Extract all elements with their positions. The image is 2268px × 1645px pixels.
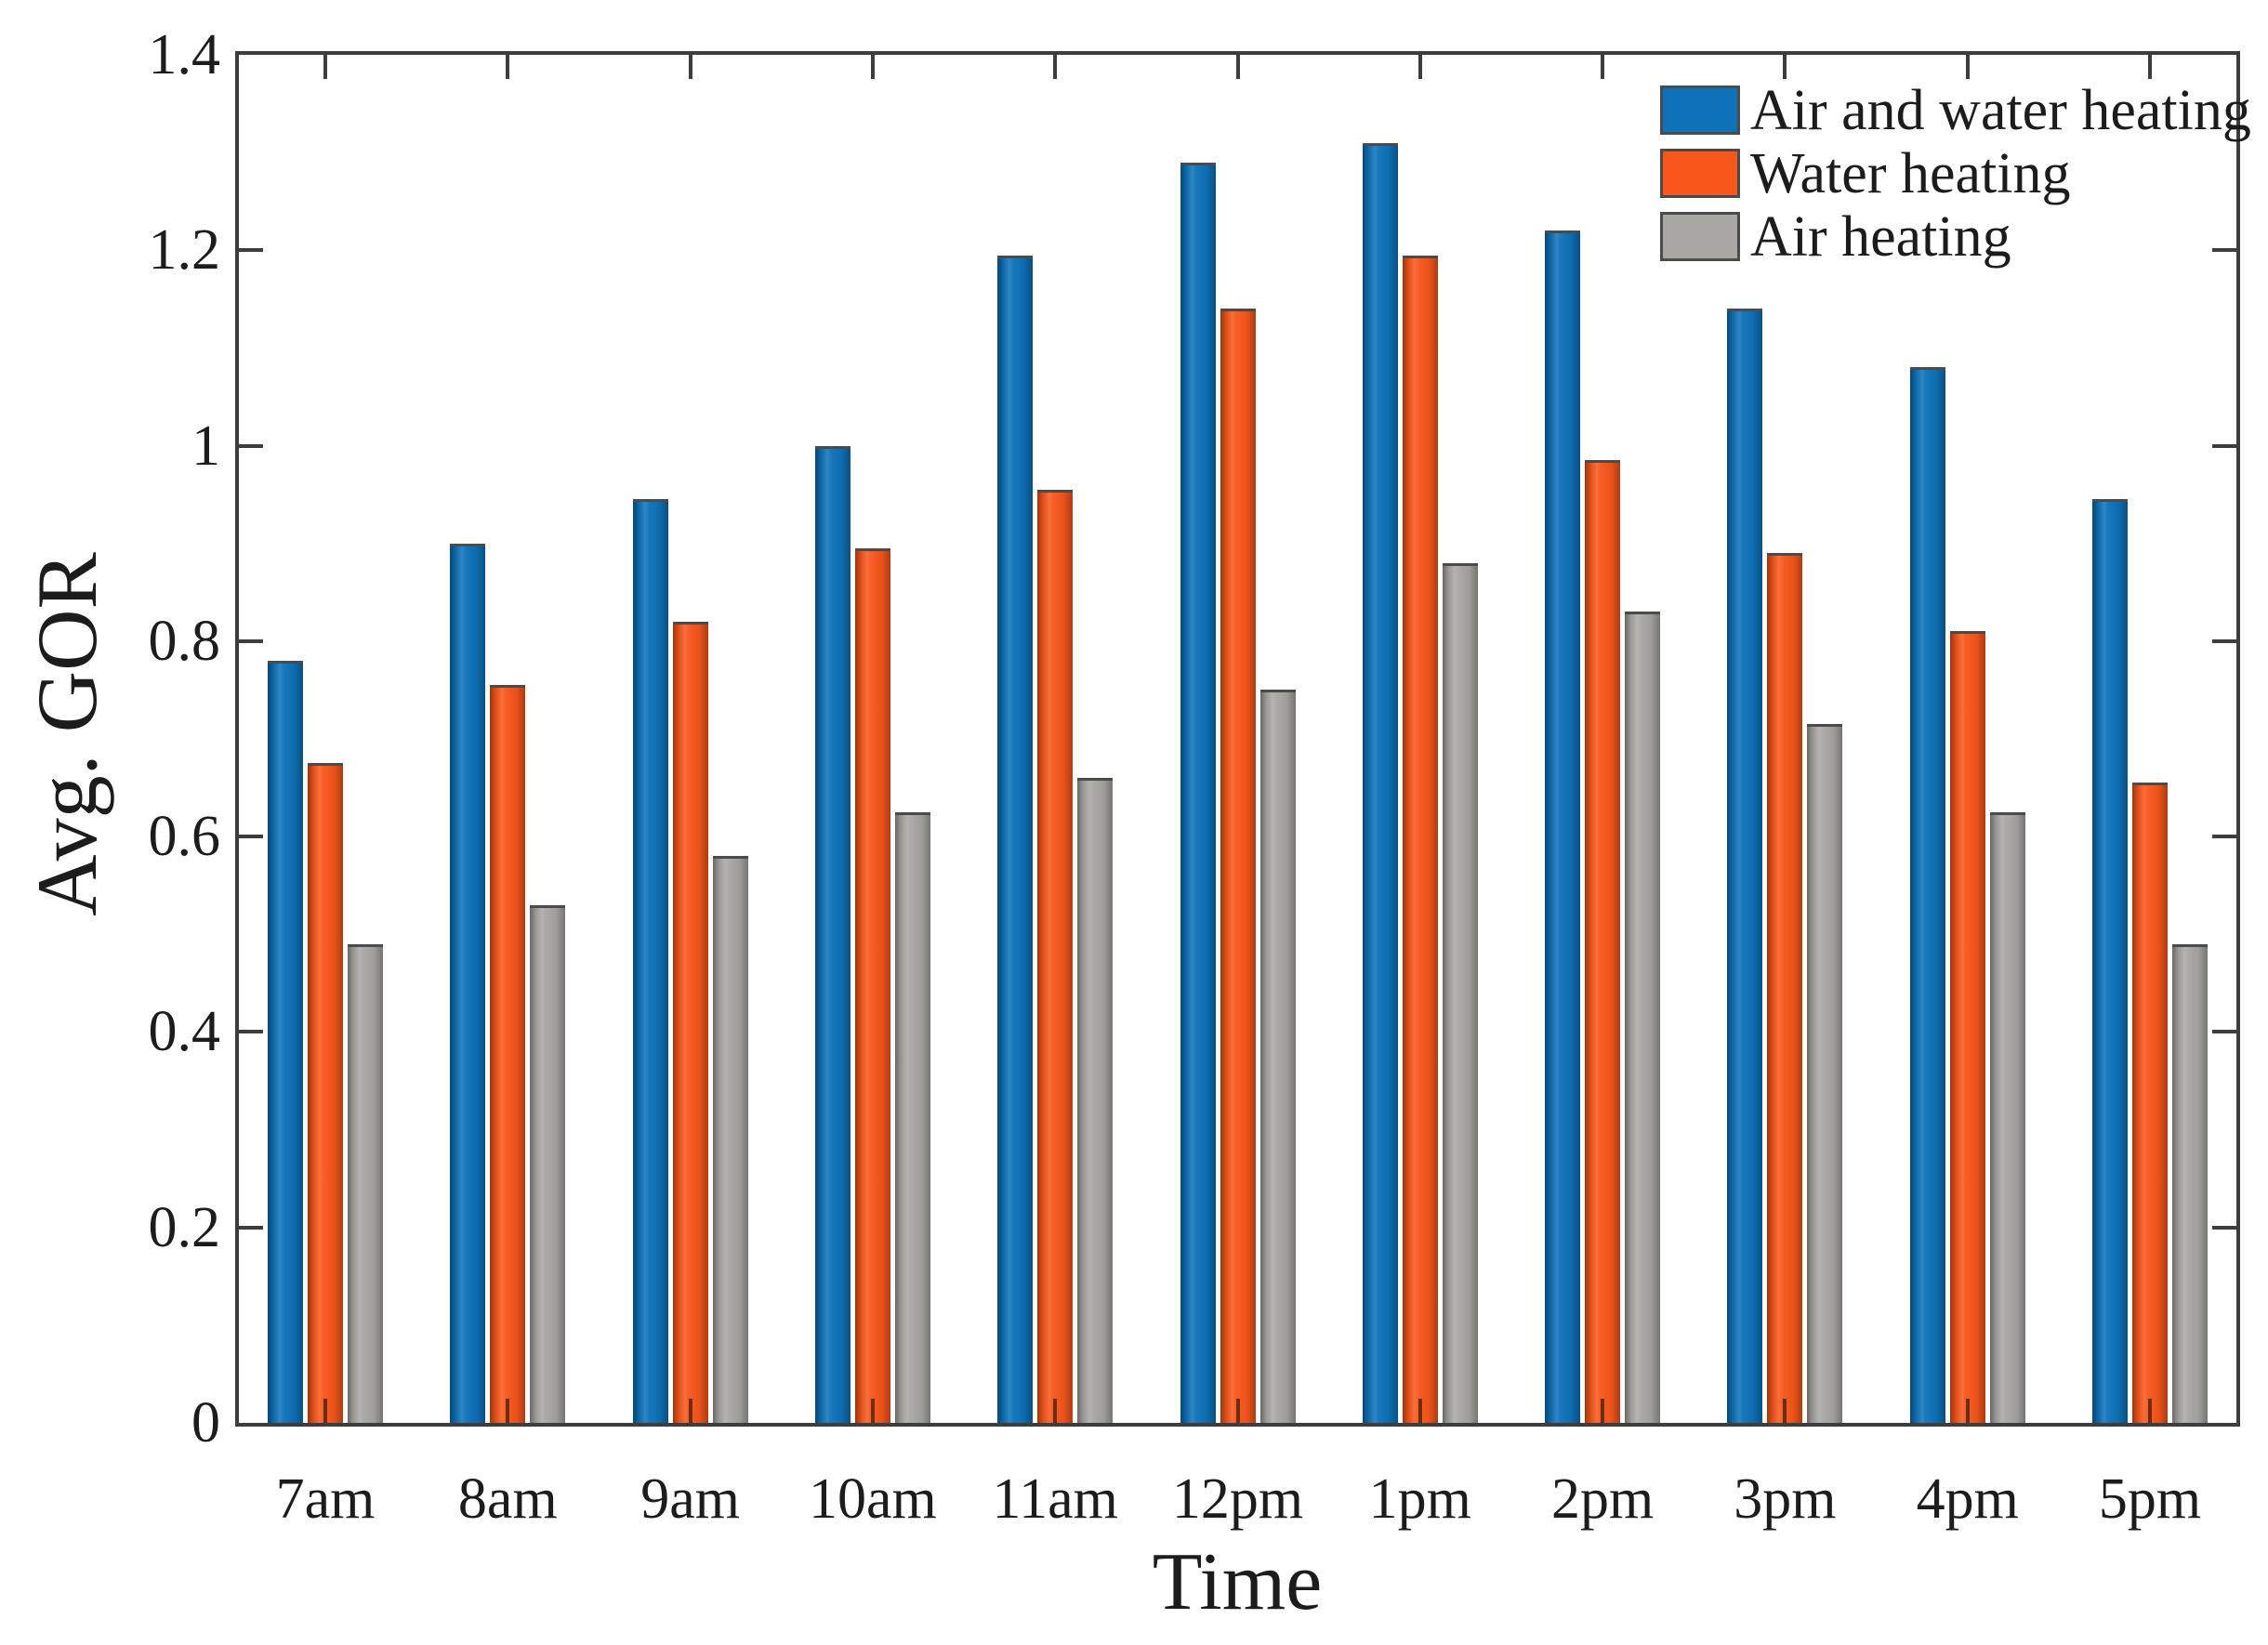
- x-tick-label: 9am: [640, 1467, 740, 1531]
- bar-water-heating-11am: [1037, 489, 1074, 1424]
- bar-water-heating-10am: [854, 547, 890, 1424]
- bar-air-and-water-heating-5pm: [2092, 499, 2128, 1423]
- bar-air-heating-3pm: [1807, 724, 1843, 1423]
- bar-air-and-water-heating-9am: [632, 499, 668, 1423]
- bar-air-heating-4pm: [1989, 811, 2025, 1424]
- legend-item-water-heating: Water heating: [1660, 145, 2070, 203]
- bar-water-heating-7am: [308, 763, 343, 1423]
- bar-water-heating-2pm: [1585, 460, 1621, 1423]
- bar-air-and-water-heating-10am: [814, 445, 850, 1424]
- x-tick-mark-top: [1601, 55, 1605, 79]
- x-tick-mark-bottom: [1783, 1399, 1787, 1423]
- y-tick-label: 1: [191, 414, 220, 478]
- x-tick-label: 4pm: [1916, 1467, 2019, 1531]
- bar-air-heating-11am: [1077, 778, 1114, 1423]
- x-tick-mark-bottom: [323, 1399, 327, 1423]
- y-tick-label: 1.4: [148, 23, 221, 86]
- bar-water-heating-5pm: [2132, 783, 2168, 1423]
- legend-item-air-heating: Air heating: [1660, 208, 2011, 266]
- x-tick-mark-bottom: [1235, 1399, 1240, 1423]
- x-tick-mark-bottom: [1601, 1399, 1605, 1423]
- bar-air-heating-12pm: [1259, 690, 1296, 1423]
- bar-air-and-water-heating-11am: [997, 255, 1034, 1424]
- x-tick-label: 8am: [457, 1467, 558, 1531]
- x-tick-label: 1pm: [1368, 1467, 1471, 1531]
- x-tick-mark-top: [2148, 55, 2152, 79]
- x-tick-mark-bottom: [1965, 1399, 1970, 1423]
- x-tick-mark-top: [1783, 55, 1787, 79]
- y-tick-mark: [239, 638, 263, 643]
- x-tick-mark-top: [323, 55, 327, 79]
- legend-label: Air and water heating: [1750, 78, 2251, 142]
- y-tick-mark: [239, 1225, 263, 1230]
- x-tick-mark-top: [1235, 55, 1240, 79]
- bar-air-heating-9am: [712, 856, 748, 1423]
- bar-water-heating-3pm: [1767, 553, 1803, 1423]
- y-tick-label: 1.2: [148, 218, 221, 283]
- legend-swatch-icon: [1660, 212, 1740, 261]
- bar-air-heating-2pm: [1625, 612, 1661, 1423]
- x-tick-mark-top: [688, 55, 692, 79]
- bar-water-heating-8am: [490, 685, 526, 1423]
- x-tick-label: 11am: [992, 1467, 1118, 1531]
- y-tick-mark: [239, 835, 263, 839]
- legend-swatch-icon: [1660, 86, 1740, 135]
- x-tick-label: 10am: [809, 1467, 937, 1531]
- x-tick-label: 5pm: [2098, 1467, 2202, 1531]
- y-tick-mark: [2212, 443, 2236, 448]
- bar-water-heating-12pm: [1220, 309, 1256, 1423]
- y-tick-label: 0.6: [148, 805, 221, 869]
- bar-air-heating-5pm: [2172, 943, 2208, 1424]
- y-tick-mark: [239, 248, 263, 253]
- y-tick-mark: [2212, 248, 2236, 253]
- bar-air-heating-8am: [530, 904, 566, 1424]
- x-tick-mark-bottom: [1418, 1399, 1422, 1423]
- bar-air-heating-7am: [348, 943, 383, 1424]
- legend-label: Air heating: [1750, 204, 2011, 269]
- x-tick-mark-bottom: [2148, 1399, 2152, 1423]
- x-tick-mark-top: [1418, 55, 1422, 79]
- legend-item-air-and-water-heating: Air and water heating: [1660, 82, 2251, 139]
- x-tick-mark-top: [1965, 55, 1970, 79]
- bar-water-heating-4pm: [1949, 631, 1985, 1423]
- bar-water-heating-9am: [672, 621, 708, 1424]
- bar-air-heating-10am: [894, 811, 930, 1424]
- bar-air-and-water-heating-3pm: [1727, 309, 1763, 1423]
- bar-air-and-water-heating-7am: [268, 660, 303, 1424]
- y-tick-label: 0.8: [148, 609, 221, 673]
- y-tick-mark: [2212, 1225, 2236, 1230]
- bar-air-and-water-heating-12pm: [1180, 162, 1216, 1424]
- x-tick-mark-bottom: [1053, 1399, 1058, 1423]
- bar-air-and-water-heating-4pm: [1909, 367, 1945, 1423]
- y-tick-mark: [239, 1030, 263, 1034]
- y-tick-mark: [2212, 835, 2236, 839]
- x-tick-mark-top: [506, 55, 510, 79]
- x-tick-label: 2pm: [1550, 1467, 1655, 1531]
- x-tick-mark-bottom: [506, 1399, 510, 1423]
- y-tick-mark: [2212, 1030, 2236, 1034]
- plot-area: [235, 51, 2240, 1427]
- bar-water-heating-1pm: [1402, 255, 1438, 1424]
- y-tick-label: 0.4: [148, 1000, 221, 1064]
- x-tick-mark-top: [1053, 55, 1058, 79]
- bar-air-and-water-heating-1pm: [1362, 142, 1398, 1424]
- y-tick-label: 0: [191, 1391, 220, 1454]
- y-tick-mark: [2212, 638, 2236, 643]
- bar-air-and-water-heating-8am: [450, 543, 486, 1424]
- x-tick-mark-bottom: [870, 1399, 875, 1423]
- legend-swatch-icon: [1660, 149, 1740, 198]
- x-tick-mark-top: [870, 55, 875, 79]
- bar-air-and-water-heating-2pm: [1545, 230, 1581, 1423]
- y-tick-mark: [239, 443, 263, 448]
- legend-label: Water heating: [1750, 141, 2071, 205]
- bar-air-heating-1pm: [1442, 562, 1478, 1424]
- x-tick-label: 3pm: [1734, 1467, 1837, 1531]
- y-tick-label: 0.2: [148, 1195, 221, 1259]
- x-tick-mark-bottom: [688, 1399, 692, 1423]
- x-tick-label: 7am: [275, 1467, 376, 1531]
- x-axis-title: Time: [1152, 1537, 1323, 1627]
- x-tick-label: 12pm: [1171, 1467, 1304, 1531]
